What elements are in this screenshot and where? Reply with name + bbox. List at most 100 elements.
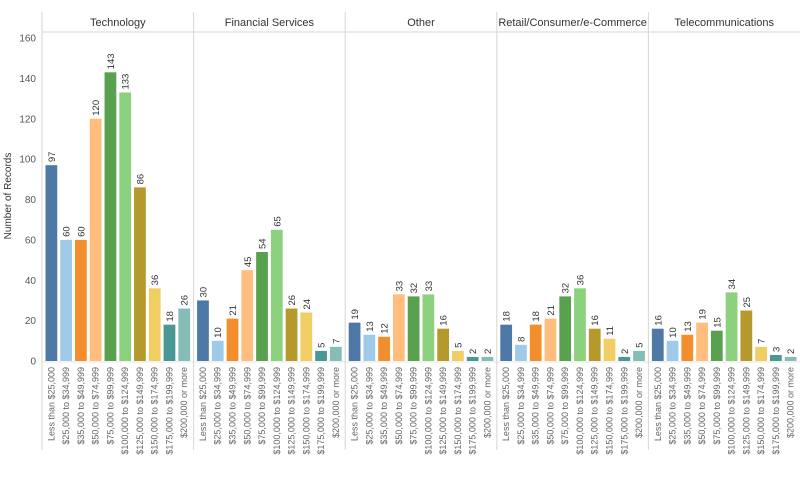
data-label: 7	[331, 339, 342, 344]
category-label: Less than $25,000	[350, 367, 360, 441]
category-label: $175,000 to $199,999	[316, 367, 326, 455]
data-label: 133	[121, 74, 132, 90]
y-tick-label: 40	[25, 276, 37, 287]
data-label: 120	[91, 100, 102, 116]
data-label: 2	[483, 349, 494, 354]
data-label: 33	[424, 281, 435, 292]
data-label: 10	[668, 327, 679, 338]
category-label: $125,000 to $149,999	[741, 367, 751, 455]
data-label: 33	[394, 281, 405, 292]
category-label: $200,000 or more	[482, 367, 492, 438]
data-label: 2	[468, 349, 479, 354]
y-tick-label: 140	[19, 74, 36, 85]
category-label: $150,000 to $174,999	[756, 367, 766, 455]
data-label: 5	[317, 343, 328, 348]
panel-telecommunications: Telecommunications 16 Less than $25,000 10 $…	[647, 12, 797, 455]
category-label: $175,000 to $199,999	[164, 367, 174, 455]
category-label: $150,000 to $174,999	[150, 367, 160, 455]
bar	[651, 328, 664, 361]
bar	[392, 294, 405, 361]
bar	[363, 334, 376, 361]
category-label: $200,000 or more	[634, 367, 644, 438]
category-label: $150,000 to $174,999	[453, 367, 463, 455]
data-label: 19	[350, 309, 361, 320]
bar	[725, 292, 738, 361]
panel-layer: Technology 97 Less than $25,000 60 $25,000 t…	[45, 12, 797, 455]
data-label: 10	[213, 327, 224, 338]
category-label: $200,000 or more	[786, 367, 796, 438]
y-tick-label: 100	[19, 155, 36, 166]
data-label: 32	[561, 283, 572, 294]
category-label: $125,000 to $149,999	[135, 367, 145, 455]
bar	[603, 338, 616, 361]
data-label: 65	[272, 216, 283, 227]
data-label: 34	[727, 279, 738, 290]
data-label: 86	[135, 174, 146, 185]
panel-technology: Technology 97 Less than $25,000 60 $25,000 t…	[45, 17, 191, 455]
data-label: 143	[106, 53, 117, 69]
data-label: 24	[302, 299, 313, 310]
category-label: $35,000 to $49,999	[682, 367, 692, 445]
category-label: $50,000 to $74,999	[91, 367, 101, 445]
bar	[559, 296, 572, 361]
data-label: 5	[453, 343, 464, 348]
data-label: 36	[150, 275, 161, 286]
panel-retail-consumer-e-commerce: Retail/Consumer/e-Commerce 18 Less than $2…	[496, 12, 647, 455]
category-label: $75,000 to $99,999	[409, 367, 419, 445]
category-label: $50,000 to $74,999	[545, 367, 555, 445]
category-label: $125,000 to $149,999	[590, 367, 600, 455]
bar	[544, 318, 557, 361]
category-label: $25,000 to $34,999	[61, 367, 71, 445]
category-label: $175,000 to $199,999	[468, 367, 478, 455]
category-label: $25,000 to $34,999	[668, 367, 678, 445]
y-tick-label: 0	[30, 357, 36, 368]
data-label: 25	[742, 297, 753, 308]
category-label: $25,000 to $34,999	[364, 367, 374, 445]
bar	[500, 324, 513, 361]
bar	[300, 312, 313, 361]
bar	[696, 322, 708, 361]
data-label: 30	[198, 287, 209, 298]
category-label: $75,000 to $99,999	[257, 367, 267, 445]
data-label: 21	[228, 305, 239, 316]
data-label: 16	[439, 315, 450, 326]
bar	[315, 350, 327, 361]
category-label: $50,000 to $74,999	[697, 367, 707, 445]
bar	[710, 330, 723, 361]
bar	[515, 344, 527, 361]
bar	[197, 300, 209, 361]
category-label: $35,000 to $49,999	[76, 367, 86, 445]
data-label: 19	[698, 309, 709, 320]
category-label: $200,000 or more	[179, 367, 189, 438]
category-label: $150,000 to $174,999	[605, 367, 615, 455]
data-label: 60	[62, 226, 73, 237]
category-label: $75,000 to $99,999	[560, 367, 570, 445]
bar	[784, 356, 797, 361]
data-label: 18	[502, 311, 513, 322]
bar	[618, 356, 631, 361]
bar	[769, 354, 782, 361]
bar	[256, 251, 268, 361]
panel-other: Other 19 Less than $25,000 13 $25,000 to $34…	[344, 12, 494, 455]
bar	[481, 356, 494, 361]
data-label: 21	[546, 305, 557, 316]
data-label: 18	[165, 311, 176, 322]
bar	[666, 340, 679, 361]
data-label: 13	[683, 321, 694, 332]
data-label: 26	[180, 295, 191, 306]
panel-financial-services: Financial Services 30 Less than $25,000 10 $…	[193, 12, 342, 455]
panel-title: Retail/Consumer/e-Commerce	[498, 17, 647, 29]
category-label: $100,000 to $124,999	[272, 367, 282, 455]
bar	[163, 324, 176, 361]
data-label: 2	[786, 349, 797, 354]
bar	[466, 356, 479, 361]
y-tick-label: 120	[19, 114, 36, 125]
data-label: 5	[635, 343, 646, 348]
category-label: Less than $25,000	[653, 367, 663, 441]
category-label: $25,000 to $34,999	[213, 367, 223, 445]
data-label: 15	[712, 317, 723, 328]
data-label: 8	[516, 337, 527, 342]
category-label: $125,000 to $149,999	[287, 367, 297, 455]
category-label: $175,000 to $199,999	[771, 367, 781, 455]
bar	[348, 322, 361, 361]
